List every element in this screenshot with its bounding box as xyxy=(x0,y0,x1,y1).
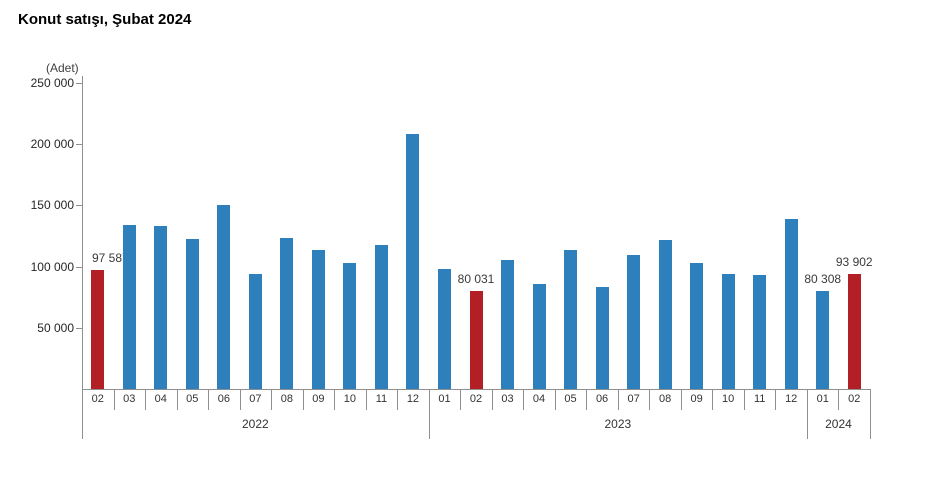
month-separator xyxy=(208,389,210,410)
month-tick-label: 05 xyxy=(564,393,577,405)
bar xyxy=(248,274,262,389)
bar-value-label: 80 031 xyxy=(457,272,495,287)
month-separator xyxy=(113,389,115,410)
bar xyxy=(406,134,420,389)
y-tick-label: 150 000 xyxy=(30,198,74,213)
y-tick xyxy=(76,83,82,84)
x-axis xyxy=(82,389,870,390)
bar xyxy=(721,274,735,389)
month-separator xyxy=(554,389,556,410)
month-tick-label: 08 xyxy=(658,393,672,405)
y-tick xyxy=(76,327,82,329)
bar xyxy=(658,239,672,389)
bar xyxy=(595,286,609,389)
bar xyxy=(627,254,641,389)
bar xyxy=(564,249,578,389)
bar xyxy=(753,274,767,389)
bar xyxy=(154,226,168,389)
month-tick-label: 12 xyxy=(785,393,798,405)
month-separator xyxy=(838,389,840,410)
month-tick-label: 08 xyxy=(280,393,293,405)
month-separator xyxy=(302,389,304,410)
year-separator xyxy=(428,389,430,439)
month-separator xyxy=(649,389,651,410)
month-tick-label: 05 xyxy=(186,393,199,405)
bar-value-label: 97 587 xyxy=(92,250,129,265)
month-tick-label: 06 xyxy=(217,393,230,405)
month-tick-label: 01 xyxy=(438,393,451,405)
month-separator xyxy=(586,389,588,410)
month-tick-label: 11 xyxy=(375,393,388,405)
bar xyxy=(690,263,704,389)
month-tick-label: 03 xyxy=(123,393,136,405)
y-tick xyxy=(76,144,82,146)
month-tick-label: 10 xyxy=(343,393,357,405)
month-tick-label: 04 xyxy=(154,393,167,405)
y-tick-label: 100 000 xyxy=(30,259,74,274)
month-tick-label: 07 xyxy=(249,393,262,405)
month-separator xyxy=(145,389,147,410)
bar xyxy=(847,274,861,389)
month-separator xyxy=(743,389,745,410)
year-separator xyxy=(82,389,83,439)
month-separator xyxy=(491,389,493,410)
month-separator xyxy=(460,389,462,410)
year-separator xyxy=(806,389,808,439)
bar xyxy=(185,238,199,389)
month-separator xyxy=(334,389,336,410)
month-tick-label: 02 xyxy=(91,393,104,405)
bar xyxy=(91,269,105,389)
bar-value-label: 80 308 xyxy=(804,271,842,286)
month-tick-label: 07 xyxy=(627,393,640,405)
month-tick-label: 11 xyxy=(753,393,766,405)
month-tick-label: 10 xyxy=(722,393,735,405)
bar xyxy=(311,250,325,389)
bar xyxy=(343,263,357,389)
month-separator xyxy=(680,389,682,410)
bar-value-label: 93 902 xyxy=(835,255,873,270)
y-axis xyxy=(82,76,83,389)
bar xyxy=(784,219,798,389)
month-tick-label: 06 xyxy=(595,393,609,405)
bar xyxy=(280,237,294,389)
month-separator xyxy=(523,389,525,410)
month-tick-label: 09 xyxy=(690,393,703,405)
y-tick-label: 200 000 xyxy=(30,137,74,152)
month-tick-label: 01 xyxy=(816,393,829,405)
month-tick-label: 02 xyxy=(469,393,483,405)
chart-title: Konut satışı, Şubat 2024 xyxy=(18,11,192,28)
bar xyxy=(816,290,830,389)
month-separator xyxy=(365,389,367,410)
bar xyxy=(501,259,515,389)
year-label: 2023 xyxy=(604,417,632,431)
bar xyxy=(374,244,388,389)
year-label: 2022 xyxy=(242,417,269,431)
year-separator xyxy=(870,389,871,439)
month-tick-label: 03 xyxy=(501,393,514,405)
bar xyxy=(532,284,546,389)
y-tick-label: 50 000 xyxy=(37,320,74,335)
y-tick xyxy=(76,205,82,207)
month-tick-label: 04 xyxy=(532,393,546,405)
bar xyxy=(122,224,136,389)
y-tick xyxy=(76,266,82,268)
bar xyxy=(217,204,231,389)
bar xyxy=(437,269,451,389)
month-separator xyxy=(397,389,399,410)
y-tick-label: 250 000 xyxy=(30,76,74,90)
month-separator xyxy=(239,389,241,410)
month-separator xyxy=(617,389,619,410)
month-separator xyxy=(271,389,273,410)
month-separator xyxy=(712,389,714,410)
month-tick-label: 09 xyxy=(312,393,325,405)
month-tick-label: 12 xyxy=(406,393,420,405)
month-separator xyxy=(176,389,178,410)
month-separator xyxy=(775,389,777,410)
month-tick-label: 02 xyxy=(848,393,861,405)
year-label: 2024 xyxy=(825,417,852,431)
unit-label: (Adet) xyxy=(46,61,79,75)
bar xyxy=(469,291,483,389)
